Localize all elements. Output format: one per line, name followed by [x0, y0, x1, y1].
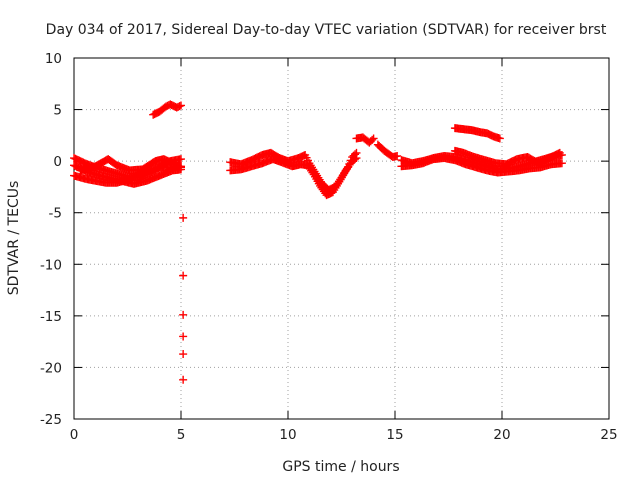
y-tick-label: -5	[49, 206, 62, 222]
data-point	[393, 151, 402, 160]
data-point	[177, 101, 185, 110]
data-point	[555, 148, 564, 157]
y-tick-label: 5	[53, 103, 62, 119]
axis-ticks	[73, 57, 610, 420]
outlier-point	[179, 375, 188, 384]
outlier-point	[179, 310, 188, 319]
tick-labels: 0 5 10 15 20 25 10 5 0 -5 -10 -15 -20 -25	[40, 51, 618, 443]
y-tick-label: 0	[53, 154, 62, 170]
outlier-point	[179, 271, 188, 280]
data-point	[368, 135, 377, 144]
data-point	[369, 134, 378, 143]
x-tick-label: 10	[279, 427, 296, 443]
x-axis-label: GPS time / hours	[282, 459, 399, 475]
chart-title: Day 034 of 2017, Sidereal Day-to-day VTE…	[46, 22, 607, 38]
outlier-point	[179, 213, 188, 222]
outlier-point	[179, 350, 188, 359]
x-tick-label: 20	[493, 427, 510, 443]
data-point	[557, 159, 566, 168]
outlier-point	[179, 332, 188, 341]
x-tick-label: 15	[386, 427, 403, 443]
data-point	[177, 165, 185, 174]
y-tick-label: -15	[40, 309, 62, 325]
x-tick-label: 0	[70, 427, 79, 443]
y-tick-label: 10	[45, 51, 62, 67]
data-points	[70, 100, 566, 384]
y-tick-label: -10	[40, 257, 62, 273]
data-point	[308, 168, 317, 177]
plot-frame	[73, 57, 610, 420]
x-tick-label: 5	[177, 427, 186, 443]
y-tick-label: -20	[40, 360, 62, 376]
y-axis-label: SDTVAR / TECUs	[6, 181, 22, 296]
data-point	[177, 155, 185, 164]
grid-lines	[74, 58, 609, 419]
data-point	[352, 154, 361, 163]
y-tick-label: -25	[40, 412, 62, 428]
data-point	[351, 155, 360, 164]
x-tick-label: 25	[600, 427, 617, 443]
data-point	[495, 134, 504, 143]
